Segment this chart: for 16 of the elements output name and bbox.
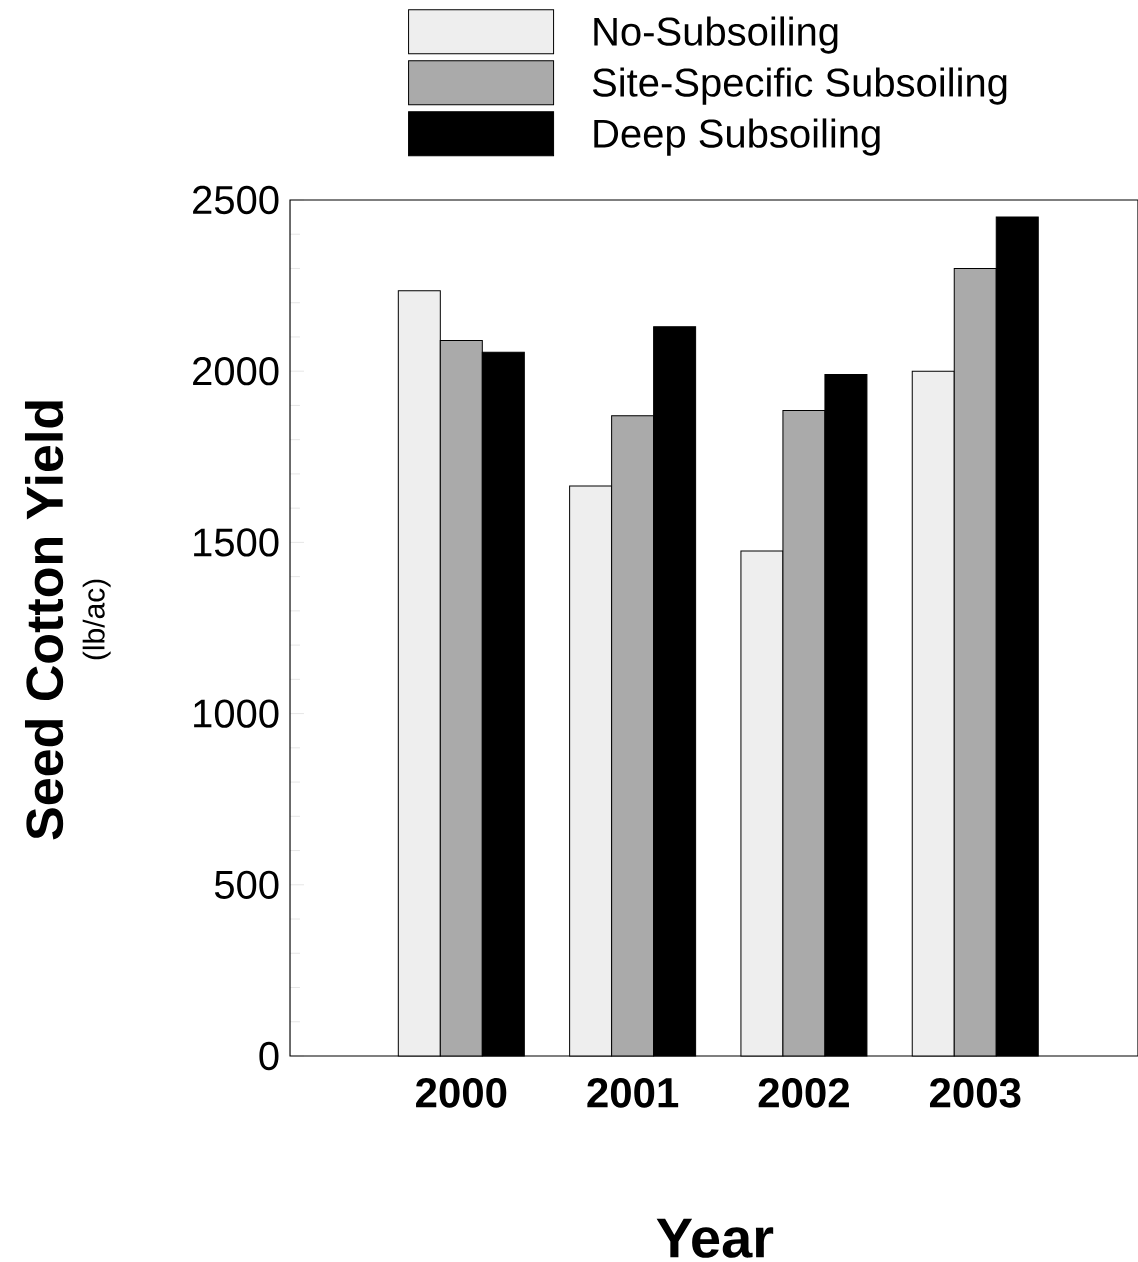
legend-label: No-Subsoiling bbox=[594, 16, 838, 54]
y-tick-label: 1500 bbox=[194, 528, 279, 557]
y-tick-label: 2500 bbox=[193, 185, 279, 215]
x-tick-label: 2000 bbox=[416, 1077, 507, 1108]
legend-label: Deep Subsoiling bbox=[594, 118, 880, 156]
y-axis-title: Seed Cotton Yield bbox=[24, 401, 64, 840]
x-tick-label: 2001 bbox=[587, 1077, 679, 1108]
y-tick-label: 1000 bbox=[194, 699, 279, 728]
y-tick-label: 2000 bbox=[193, 357, 279, 386]
y-tick-label: 0 bbox=[259, 1041, 279, 1071]
x-tick-label: 2003 bbox=[929, 1077, 1021, 1108]
x-tick-label: 2002 bbox=[758, 1077, 849, 1108]
y-tick-label: 500 bbox=[214, 870, 279, 899]
text: (lb/ac) bbox=[82, 579, 111, 660]
legend-label: Site-Specific Subsoiling bbox=[592, 67, 1007, 105]
x-axis-title: Year bbox=[656, 1218, 774, 1258]
